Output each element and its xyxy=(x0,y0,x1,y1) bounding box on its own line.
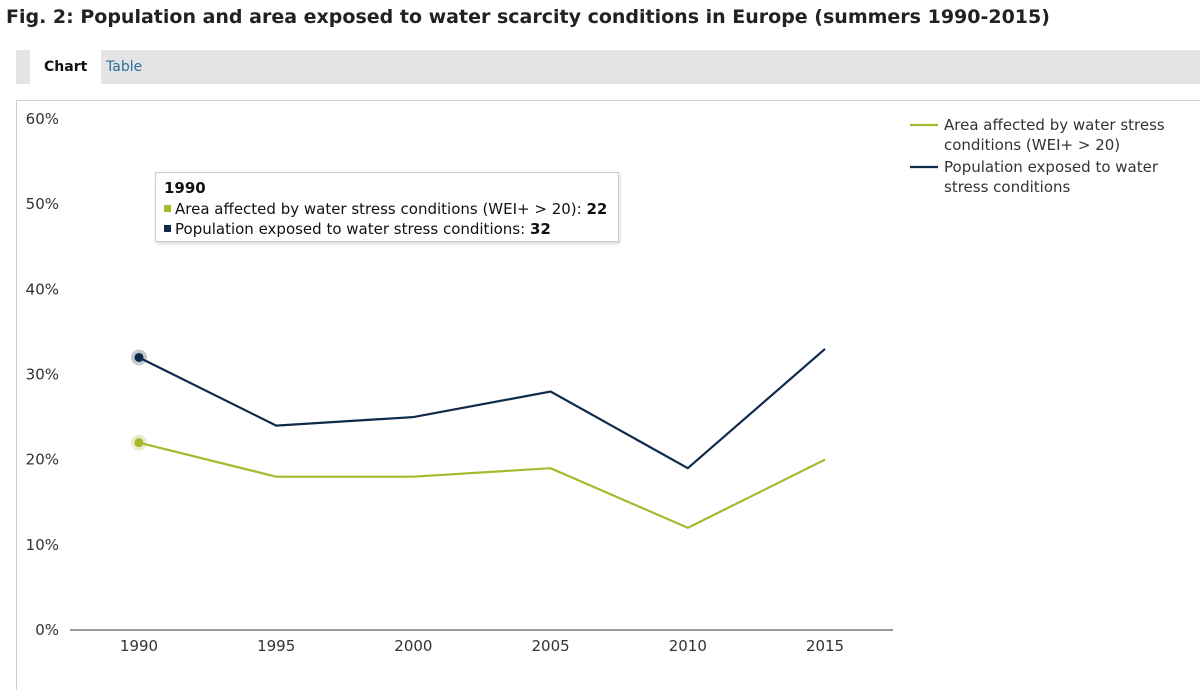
x-tick-label: 2010 xyxy=(669,637,707,655)
highlight-markers xyxy=(131,349,147,451)
y-tick-label: 60% xyxy=(26,110,59,128)
data-point-marker-1[interactable] xyxy=(134,352,144,362)
tooltip-label-population: Population exposed to water stress condi… xyxy=(175,220,530,238)
tab-bar: Chart Table xyxy=(16,50,1200,84)
tooltip-swatch-area xyxy=(164,205,171,212)
x-tick-label: 2015 xyxy=(806,637,844,655)
tooltip-row-population: Population exposed to water stress condi… xyxy=(164,219,610,239)
data-point-marker-0[interactable] xyxy=(134,438,144,448)
y-tick-label: 40% xyxy=(26,280,59,298)
legend: Area affected by water stress conditions … xyxy=(910,116,1165,196)
x-tick-label: 1995 xyxy=(257,637,295,655)
page-title: Fig. 2: Population and area exposed to w… xyxy=(6,6,1050,28)
y-tick-label: 30% xyxy=(26,366,59,384)
tooltip-value-area: 22 xyxy=(586,200,608,218)
legend-label-1[interactable]: Population exposed to water xyxy=(944,158,1159,176)
tooltip-value-population: 32 xyxy=(529,220,551,238)
legend-label-0[interactable]: Area affected by water stress xyxy=(944,116,1165,134)
y-axis-ticks: 0% 10% 20% 30% 40% 50% 60% xyxy=(26,110,59,639)
chart-frame xyxy=(16,100,1200,690)
x-tick-label: 2000 xyxy=(394,637,432,655)
legend-label-0[interactable]: conditions (WEI+ > 20) xyxy=(944,136,1120,154)
tooltip: 1990 Area affected by water stress condi… xyxy=(155,172,619,242)
series-line-0[interactable] xyxy=(138,441,826,530)
tab-chart[interactable]: Chart xyxy=(30,50,102,84)
tooltip-row-area: Area affected by water stress conditions… xyxy=(164,199,610,219)
legend-label-1[interactable]: stress conditions xyxy=(944,178,1071,196)
y-tick-label: 50% xyxy=(26,195,59,213)
y-tick-label: 20% xyxy=(26,451,59,469)
x-tick-label: 1990 xyxy=(120,637,158,655)
y-tick-label: 10% xyxy=(26,536,59,554)
x-tick-label: 2005 xyxy=(532,637,570,655)
tab-table[interactable]: Table xyxy=(106,59,143,75)
tooltip-title: 1990 xyxy=(164,179,206,197)
tooltip-label-area: Area affected by water stress conditions… xyxy=(175,200,587,218)
series-line-1[interactable] xyxy=(138,348,826,470)
tooltip-swatch-population xyxy=(164,225,171,232)
series-lines xyxy=(138,348,826,530)
x-axis-ticks: 1990 1995 2000 2005 2010 2015 xyxy=(120,637,844,655)
y-tick-label: 0% xyxy=(35,621,59,639)
